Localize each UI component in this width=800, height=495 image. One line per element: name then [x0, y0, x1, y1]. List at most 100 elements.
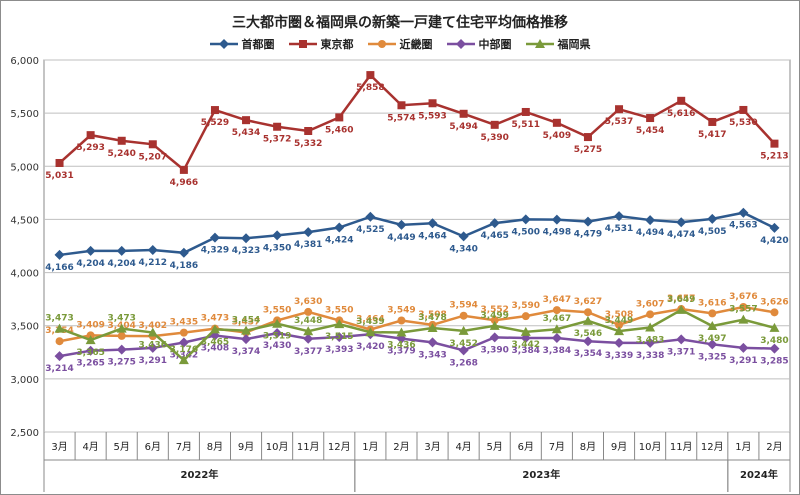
y-tick-label: 5,500: [10, 109, 39, 120]
data-label: 4,350: [263, 243, 291, 253]
data-point: [428, 99, 437, 108]
year-label: 2024年: [740, 468, 778, 481]
data-label: 4,212: [139, 258, 167, 268]
data-point: [241, 325, 252, 335]
data-label: 5,434: [232, 128, 260, 138]
data-point: [583, 308, 592, 317]
data-label: 4,465: [480, 231, 508, 241]
data-label: 4,563: [729, 221, 757, 231]
data-label: 3,557: [729, 305, 757, 315]
data-point: [614, 337, 625, 348]
y-tick-label: 5,000: [10, 162, 39, 173]
x-tick-label: 4月: [82, 441, 98, 453]
data-label: 3,338: [636, 351, 664, 361]
data-point: [86, 131, 95, 140]
data-point: [582, 336, 593, 347]
data-label: 3,467: [543, 314, 571, 324]
x-tick-label: 4月: [455, 441, 471, 453]
data-point: [582, 315, 593, 325]
data-point: [676, 304, 687, 314]
data-point: [459, 109, 468, 118]
x-tick-label: 1月: [362, 441, 378, 453]
data-label: 3,435: [170, 318, 198, 328]
data-point: [458, 325, 469, 335]
data-point: [646, 310, 655, 319]
x-tick-label: 2月: [393, 441, 409, 453]
data-point: [179, 328, 188, 337]
data-point: [738, 314, 749, 324]
x-tick-label: 9月: [611, 441, 627, 453]
data-label: 5,529: [201, 118, 229, 128]
chart-title: 三大都市圏＆福岡県の新築一戸建て住宅平均価格推移: [232, 15, 568, 31]
x-tick-label: 5月: [487, 441, 503, 453]
data-point: [147, 342, 158, 353]
data-label: 3,339: [605, 351, 633, 361]
data-label: 3,384: [543, 346, 571, 356]
data-label: 3,371: [667, 347, 695, 357]
year-label: 2022年: [180, 468, 218, 481]
x-tick-label: 2月: [766, 441, 782, 453]
x-tick-label: 1月: [735, 441, 751, 453]
data-label: 3,552: [480, 305, 508, 315]
data-point: [147, 327, 158, 337]
data-point: [396, 219, 407, 230]
data-label: 5,616: [667, 109, 695, 119]
legend-label: 首都圏: [241, 38, 275, 51]
data-label: 3,275: [107, 358, 135, 368]
data-point: [85, 245, 96, 256]
data-point: [708, 117, 717, 126]
data-label: 3,549: [387, 306, 415, 316]
data-label: 3,473: [201, 314, 229, 324]
data-point: [54, 351, 65, 362]
data-point: [458, 231, 469, 242]
data-label: 5,530: [729, 118, 757, 128]
data-label: 4,531: [605, 224, 633, 234]
data-point: [210, 106, 219, 115]
data-label: 5,417: [698, 130, 726, 140]
data-point: [273, 122, 282, 131]
data-point: [209, 232, 220, 243]
data-label: 3,550: [263, 305, 291, 315]
data-label: 5,409: [543, 131, 571, 141]
y-tick-label: 3,000: [10, 375, 39, 386]
data-point: [365, 211, 376, 222]
data-label: 3,465: [201, 337, 229, 347]
legend-entry: 東京都: [288, 36, 354, 52]
data-point: [769, 343, 780, 354]
series-line: [58, 73, 776, 172]
data-point: [645, 337, 656, 348]
data-label: 5,593: [418, 111, 446, 121]
data-point: [397, 316, 406, 325]
data-point: [738, 207, 749, 218]
data-label: 5,494: [449, 122, 477, 132]
data-label: 3,402: [139, 321, 167, 331]
data-label: 4,204: [76, 259, 104, 269]
data-label: 3,390: [480, 345, 508, 355]
data-label: 5,372: [263, 135, 291, 145]
x-tick-label: 12月: [701, 441, 724, 453]
legend-marker: [298, 40, 307, 48]
data-point: [615, 320, 624, 329]
data-label: 4,479: [574, 230, 602, 240]
data-label: 5,574: [387, 113, 415, 123]
data-point: [551, 214, 562, 225]
data-point: [551, 324, 562, 334]
data-point: [677, 96, 686, 105]
data-point: [335, 113, 344, 122]
data-point: [365, 327, 376, 337]
data-label: 3,515: [325, 332, 353, 342]
data-label: 5,213: [760, 152, 788, 162]
data-point: [85, 345, 96, 356]
x-tick-label: 11月: [297, 441, 320, 453]
data-label: 3,265: [76, 359, 104, 369]
data-point: [148, 140, 157, 149]
x-tick-label: 10月: [639, 441, 662, 453]
y-tick-label: 6,000: [10, 56, 39, 67]
data-label: 4,494: [636, 228, 664, 238]
data-point: [646, 114, 655, 123]
data-point: [272, 328, 283, 339]
data-point: [303, 326, 314, 336]
series-line: [59, 331, 775, 358]
data-label: 3,607: [636, 299, 664, 309]
data-point: [521, 312, 530, 321]
